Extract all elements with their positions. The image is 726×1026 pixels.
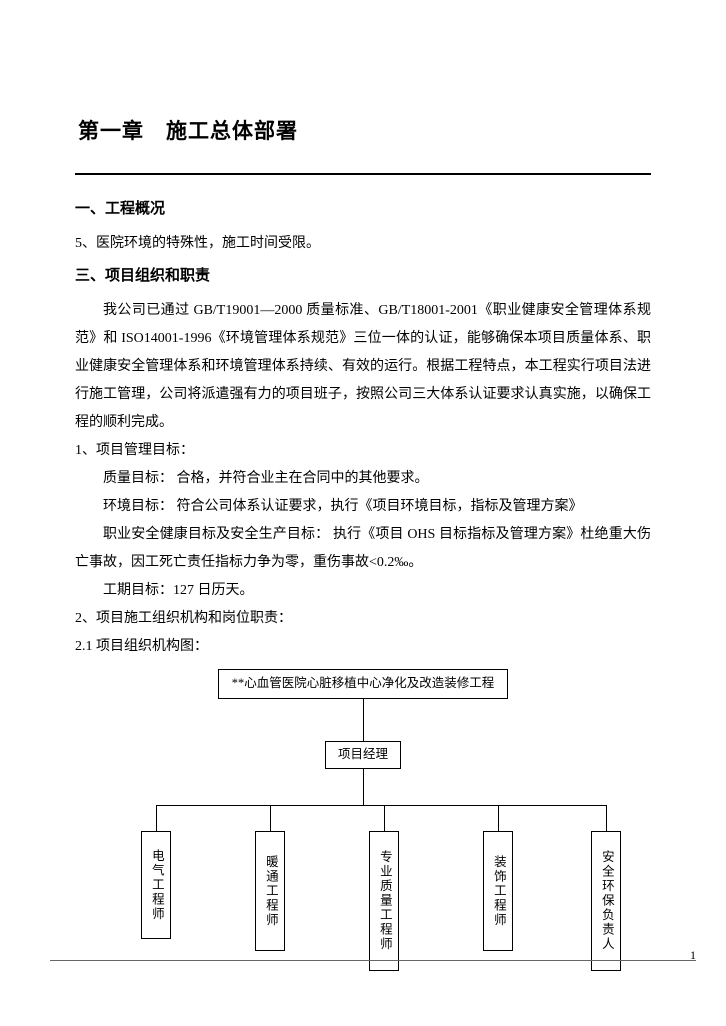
section3-intro: 我公司已通过 GB/T19001—2000 质量标准、GB/T18001-200… xyxy=(75,297,651,437)
chart-node-child-3: 装饰工程师 xyxy=(483,831,513,951)
chart-node-child-2: 专业质量工程师 xyxy=(369,831,399,971)
chapter-divider xyxy=(75,173,651,175)
section3-environment: 环境目标： 符合公司体系认证要求，执行《项目环境目标，指标及管理方案》 xyxy=(75,493,651,521)
chapter-title: 第一章 施工总体部署 xyxy=(75,115,651,145)
chart-node-child-4: 安全环保负责人 xyxy=(591,831,621,971)
chart-connector xyxy=(384,805,385,831)
section3-ohs: 职业安全健康目标及安全生产目标： 执行《项目 OHS 目标指标及管理方案》杜绝重… xyxy=(75,521,651,577)
chart-node-manager: 项目经理 xyxy=(325,741,401,769)
section3-heading: 三、项目组织和职责 xyxy=(75,264,651,285)
page-number: 1 xyxy=(690,948,696,963)
chart-node-root: **心血管医院心脏移植中心净化及改造装修工程 xyxy=(218,669,508,699)
chart-connector xyxy=(363,699,364,741)
chart-connector xyxy=(156,805,157,831)
section3-quality: 质量目标： 合格，并符合业主在合同中的其他要求。 xyxy=(75,465,651,493)
org-chart: **心血管医院心脏移植中心净化及改造装修工程 项目经理 电气工程师 暖通工程师 … xyxy=(75,669,651,1009)
section3-p21-label: 2.1 项目组织机构图： xyxy=(75,633,651,661)
chart-node-child-0: 电气工程师 xyxy=(141,831,171,939)
chart-connector xyxy=(363,769,364,805)
section1-heading: 一、工程概况 xyxy=(75,197,651,218)
chart-connector xyxy=(270,805,271,831)
chart-connector xyxy=(498,805,499,831)
section3-p2-label: 2、项目施工组织机构和岗位职责： xyxy=(75,605,651,633)
footer-line xyxy=(50,960,696,961)
chart-connector xyxy=(156,805,606,806)
chart-node-child-1: 暖通工程师 xyxy=(255,831,285,951)
section1-item5: 5、医院环境的特殊性，施工时间受限。 xyxy=(75,230,651,258)
section3-duration: 工期目标：127 日历天。 xyxy=(75,577,651,605)
chart-connector xyxy=(606,805,607,831)
section3-p1-label: 1、项目管理目标： xyxy=(75,437,651,465)
